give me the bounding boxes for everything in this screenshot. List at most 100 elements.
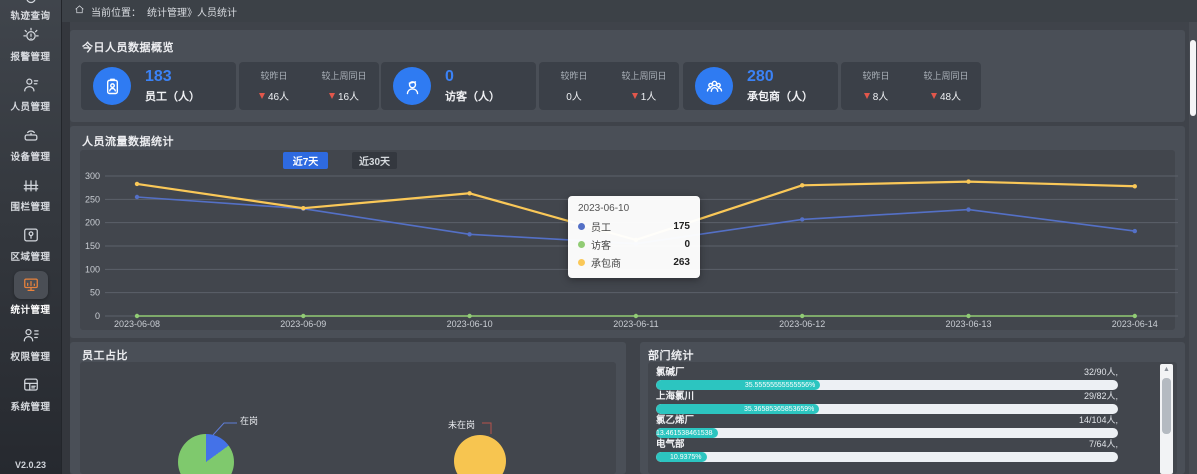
visitor-icon xyxy=(393,67,431,105)
svg-text:0: 0 xyxy=(95,311,100,321)
tab-last-30-days[interactable]: 近30天 xyxy=(352,152,397,169)
pie-chart-on-duty[interactable] xyxy=(178,434,234,474)
svg-text:300: 300 xyxy=(85,171,100,181)
svg-text:2023-06-10: 2023-06-10 xyxy=(447,319,493,329)
compare-value: 46人 xyxy=(258,88,289,103)
stat-card-main: 280 承包商（人） xyxy=(683,62,838,110)
page-scrollbar[interactable] xyxy=(1189,22,1197,474)
pie-slice-label: 在岗 xyxy=(240,416,259,426)
department-count: 29/82人, xyxy=(1083,391,1118,401)
scrollbar-thumb[interactable] xyxy=(1162,378,1171,434)
svg-text:2023-06-14: 2023-06-14 xyxy=(1112,319,1158,329)
progress-percent: 35.36585365853659% xyxy=(743,405,815,413)
pie-label-connector xyxy=(482,422,492,434)
pie-label-connector xyxy=(212,422,237,436)
department-row: 电气部 7/64人, 10.9375% xyxy=(656,439,1118,463)
sidebar-item-system[interactable]: 系统管理 xyxy=(0,368,62,418)
stat-value: 183 xyxy=(145,68,172,85)
down-arrow-icon xyxy=(631,92,638,99)
sidebar-item-area[interactable]: 区域管理 xyxy=(0,218,62,268)
down-arrow-icon xyxy=(328,92,335,99)
compare-value: 16人 xyxy=(328,88,359,103)
stat-card-compare: 较昨日 8人 较上周同日 48人 xyxy=(841,62,981,110)
chart-tooltip: 2023-06-10 员工 175 访客 0 承包商 263 xyxy=(568,196,700,278)
progress-fill: 35.55555555555556% xyxy=(656,380,821,390)
breadcrumb-path: 统计管理》人员统计 xyxy=(147,7,237,19)
overview-panel: 今日人员数据概览 183 员工（人） 较昨日 46人 较上周同日 16人 xyxy=(70,30,1185,122)
device-icon xyxy=(20,124,42,146)
sidebar-item-personnel[interactable]: 人员管理 xyxy=(0,68,62,118)
home-icon xyxy=(74,2,85,20)
employee-ratio-panel: 员工占比 xyxy=(70,342,626,474)
stat-label: 员工（人） xyxy=(145,91,200,103)
compare-label: 较上周同日 xyxy=(923,71,969,81)
sidebar-item-label: 轨迹查询 xyxy=(10,10,51,22)
department-row: 氯乙烯厂 14/104人, 13.461538461538462% xyxy=(656,415,1118,439)
sidebar-item-statistics[interactable]: 统计管理 xyxy=(0,268,62,318)
sidebar: 轨迹查询 报警管理 人员管理 设备管理 围栏管理 xyxy=(0,0,62,474)
compare-label: 较昨日 xyxy=(260,71,288,81)
flow-title: 人员流量数据统计 xyxy=(82,136,174,148)
svg-text:2023-06-12: 2023-06-12 xyxy=(779,319,825,329)
compare-value: 0人 xyxy=(566,92,582,103)
down-arrow-icon xyxy=(258,92,265,99)
department-count: 32/90人, xyxy=(1083,367,1118,377)
department-count: 14/104人, xyxy=(1078,415,1118,425)
tooltip-row: 访客 0 xyxy=(578,237,690,252)
stat-label: 访客（人） xyxy=(445,91,500,103)
sidebar-item-label: 权限管理 xyxy=(10,351,51,363)
stat-card-main: 0 访客（人） xyxy=(381,62,536,110)
sidebar-item-device[interactable]: 设备管理 xyxy=(0,118,62,168)
stat-card-main: 183 员工（人） xyxy=(81,62,236,110)
svg-text:2023-06-08: 2023-06-08 xyxy=(114,319,160,329)
progress-fill: 35.36585365853659% xyxy=(656,404,820,414)
breadcrumb: 当前位置： 统计管理》人员统计 xyxy=(62,0,1197,22)
breadcrumb-prefix: 当前位置： xyxy=(91,7,141,19)
statistics-icon xyxy=(13,270,48,299)
sidebar-item-label: 系统管理 xyxy=(10,401,51,413)
sidebar-item-permission[interactable]: 权限管理 xyxy=(0,318,62,368)
app-version: V2.0.23 xyxy=(14,460,47,470)
sidebar-item-fence[interactable]: 围栏管理 xyxy=(0,168,62,218)
department-name: 氯乙烯厂 xyxy=(656,415,695,426)
compare-value: 48人 xyxy=(930,88,961,103)
sidebar-item-track-query[interactable]: 轨迹查询 xyxy=(0,0,62,22)
compare-label: 较上周同日 xyxy=(321,71,367,81)
scroll-up-icon[interactable]: ▲ xyxy=(1163,366,1170,373)
visitor-series-dot xyxy=(578,241,585,248)
sidebar-item-alarm[interactable]: 报警管理 xyxy=(0,18,62,68)
system-icon xyxy=(20,374,42,396)
personnel-icon xyxy=(20,74,42,96)
sidebar-item-label: 设备管理 xyxy=(10,151,51,163)
tooltip-row: 员工 175 xyxy=(578,219,690,234)
svg-text:2023-06-13: 2023-06-13 xyxy=(945,319,991,329)
svg-text:200: 200 xyxy=(85,218,100,228)
pie-chart-off-duty[interactable] xyxy=(454,435,506,474)
track-icon xyxy=(20,0,42,5)
area-icon xyxy=(20,224,42,246)
svg-text:150: 150 xyxy=(85,241,100,251)
department-scrollbar[interactable]: ▲ xyxy=(1160,364,1173,474)
progress-percent: 10.9375% xyxy=(670,453,702,461)
svg-text:50: 50 xyxy=(90,288,100,298)
scrollbar-thumb[interactable] xyxy=(1190,40,1196,116)
stat-label: 承包商（人） xyxy=(747,91,813,103)
department-row: 上海氯川 29/82人, 35.36585365853659% xyxy=(656,391,1118,415)
tooltip-row: 承包商 263 xyxy=(578,255,690,270)
overview-title: 今日人员数据概览 xyxy=(82,42,174,54)
down-arrow-icon xyxy=(863,92,870,99)
employee-badge-icon xyxy=(93,67,131,105)
compare-label: 较昨日 xyxy=(560,71,588,81)
stat-value: 0 xyxy=(445,68,454,85)
svg-text:2023-06-09: 2023-06-09 xyxy=(280,319,326,329)
svg-text:100: 100 xyxy=(85,264,100,274)
department-name: 电气部 xyxy=(656,439,685,450)
svg-text:250: 250 xyxy=(85,194,100,204)
department-title: 部门统计 xyxy=(648,350,694,362)
tab-last-7-days[interactable]: 近7天 xyxy=(283,152,328,169)
sidebar-divider xyxy=(62,0,70,474)
alarm-icon xyxy=(20,24,42,46)
sidebar-item-label: 区域管理 xyxy=(10,251,51,263)
stat-value: 280 xyxy=(747,68,774,85)
